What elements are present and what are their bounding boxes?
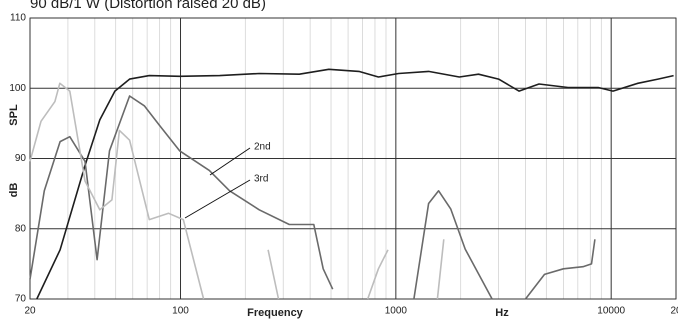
annotation: 3rd	[254, 174, 268, 185]
annotation-leader	[209, 147, 251, 176]
x-axis-unit: Hz	[495, 307, 509, 319]
x-tick-label: 20	[24, 306, 36, 317]
y-axis-label: dB	[8, 183, 20, 198]
annotation-leader	[184, 179, 251, 219]
series-line	[36, 68, 674, 300]
series-line	[29, 95, 596, 300]
series-line	[29, 82, 445, 300]
x-tick-label: 1000	[385, 306, 408, 317]
y-tick-label: 90	[15, 153, 27, 164]
annotation: 2nd	[254, 142, 271, 153]
y-tick-label: 80	[15, 223, 27, 234]
x-tick-label: 10000	[597, 306, 625, 317]
x-axis-label: Frequency	[247, 307, 304, 319]
y-tick-label: 70	[15, 294, 27, 305]
chart-title: 90 dB/1 W (Distortion raised 20 dB)	[30, 0, 266, 12]
y-tick-label: 100	[9, 83, 26, 94]
x-tick-label: 20	[670, 306, 678, 317]
x-tick-label: 100	[172, 306, 189, 317]
y-tick-label: 110	[10, 13, 26, 24]
y-axis-label: SPL	[8, 104, 20, 126]
